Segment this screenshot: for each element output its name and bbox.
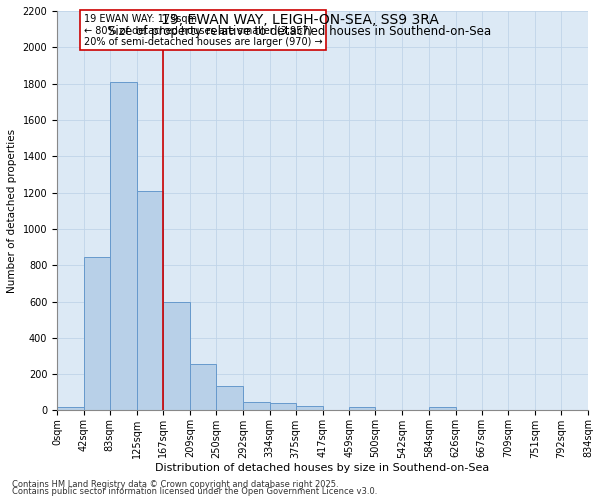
Bar [243, 402, 269, 410]
Bar [84, 257, 110, 410]
Title: 19, EWAN WAY, LEIGH-ON-SEA, SS9 3RA
Size of property relative to detached houses: 19, EWAN WAY, LEIGH-ON-SEA, SS9 3RA Size… [0, 499, 1, 500]
Text: Size of property relative to detached houses in Southend-on-Sea: Size of property relative to detached ho… [109, 25, 491, 38]
Bar [296, 406, 323, 410]
Bar [269, 403, 296, 410]
Text: Contains public sector information licensed under the Open Government Licence v3: Contains public sector information licen… [12, 487, 377, 496]
Y-axis label: Number of detached properties: Number of detached properties [7, 128, 17, 293]
Text: 19 EWAN WAY: 173sqm
← 80% of detached houses are smaller (3,957)
20% of semi-det: 19 EWAN WAY: 173sqm ← 80% of detached ho… [84, 14, 322, 47]
Bar [163, 302, 190, 410]
Bar [190, 364, 216, 410]
Bar [349, 407, 376, 410]
Bar [216, 386, 243, 410]
Text: Contains HM Land Registry data © Crown copyright and database right 2025.: Contains HM Land Registry data © Crown c… [12, 480, 338, 489]
Bar [110, 82, 137, 410]
Bar [429, 407, 455, 410]
Bar [137, 190, 163, 410]
X-axis label: Distribution of detached houses by size in Southend-on-Sea: Distribution of detached houses by size … [155, 463, 490, 473]
Bar [57, 407, 84, 410]
Text: 19, EWAN WAY, LEIGH-ON-SEA, SS9 3RA: 19, EWAN WAY, LEIGH-ON-SEA, SS9 3RA [161, 12, 439, 26]
